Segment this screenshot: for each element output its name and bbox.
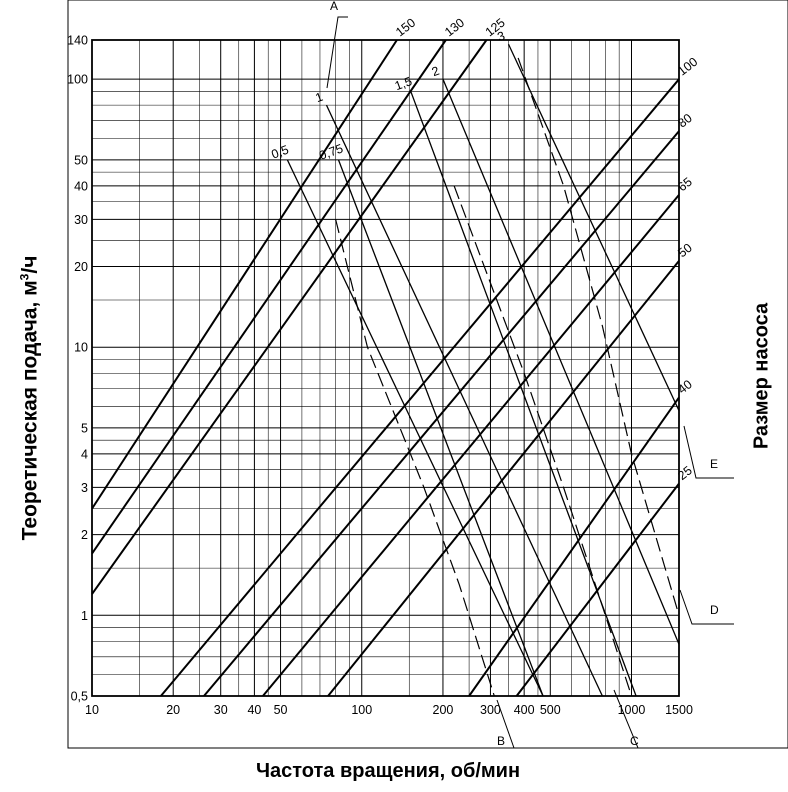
marker-label-c: C <box>630 734 639 748</box>
right-axis-title: Размер насоса <box>750 302 773 450</box>
y-tick-label: 10 <box>74 341 88 355</box>
pump-size-line <box>203 130 680 697</box>
viscosity-label: 1,5 <box>393 74 414 93</box>
pump-size-label: 25 <box>675 463 695 483</box>
y-tick-label: 40 <box>74 179 88 193</box>
pump-size-label: 130 <box>442 15 467 39</box>
y-tick-label: 0,5 <box>71 690 88 704</box>
y-axis-title: Теоретическая подача, м3/ч <box>17 255 42 541</box>
viscosity-line <box>410 91 637 697</box>
pump-size-line <box>91 39 488 595</box>
viscosity-line <box>325 104 603 697</box>
figure-frame <box>67 0 788 749</box>
viscosity-line <box>507 43 680 411</box>
viscosity-line <box>442 78 680 645</box>
x-tick-label: 200 <box>433 703 454 717</box>
viscosity-label: 1 <box>313 90 324 106</box>
x-tick-label: 100 <box>351 703 372 717</box>
x-tick-label: 40 <box>247 703 261 717</box>
pump-size-label: 80 <box>675 111 695 131</box>
x-tick-label: 20 <box>166 703 180 717</box>
y-tick-label: 5 <box>81 421 88 435</box>
grid <box>92 40 679 696</box>
x-tick-label: 10 <box>85 703 99 717</box>
pump-size-line <box>91 39 447 555</box>
pump-size-line <box>91 39 398 510</box>
pump-size-line <box>262 194 680 697</box>
viscosity-line <box>337 159 544 697</box>
marker-b-leader <box>496 699 521 749</box>
y-tick-label: 50 <box>74 153 88 167</box>
x-tick-label: 300 <box>480 703 501 717</box>
y-tick-label: 100 <box>67 73 88 87</box>
marker-a-leader <box>326 16 348 89</box>
marker-label-b: B <box>497 734 505 748</box>
marker-label-d: D <box>710 603 719 617</box>
dashed-path <box>517 57 680 616</box>
viscosity-line <box>286 159 544 697</box>
x-tick-label: 400 <box>514 703 535 717</box>
y-tick-label: 3 <box>81 481 88 495</box>
pump-size-line <box>515 482 680 697</box>
pump-size-label: 50 <box>675 241 695 261</box>
x-tick-label: 1000 <box>618 703 646 717</box>
viscosity-label: 0,5 <box>269 143 290 162</box>
marker-d-leader <box>679 589 734 625</box>
pump-size-label: 150 <box>393 15 418 39</box>
dashed-path <box>453 185 633 697</box>
y-tick-label: 2 <box>81 528 88 542</box>
pump-size-line <box>327 260 680 697</box>
marker-label-e: E <box>710 457 718 471</box>
x-tick-label: 30 <box>214 703 228 717</box>
dashed-path <box>335 219 495 697</box>
x-tick-label: 50 <box>274 703 288 717</box>
pump-size-line <box>160 78 680 697</box>
viscosity-label: 2 <box>430 64 441 80</box>
x-tick-label: 1500 <box>665 703 693 717</box>
plot-frame <box>91 39 680 697</box>
x-axis-title: Частота вращения, об/мин <box>255 760 521 782</box>
y-tick-label: 140 <box>67 34 88 48</box>
x-tick-label: 500 <box>540 703 561 717</box>
pump-size-line <box>468 396 680 697</box>
viscosity-label: 3 <box>495 29 506 45</box>
marker-c-leader <box>613 689 646 749</box>
marker-e-leader <box>683 425 734 479</box>
data-lines <box>91 16 734 749</box>
pump-size-label: 65 <box>675 175 695 195</box>
y-tick-label: 30 <box>74 213 88 227</box>
marker-label-a: A <box>330 0 338 13</box>
y-tick-label: 4 <box>81 447 88 461</box>
y-tick-label: 1 <box>81 609 88 623</box>
pump-size-label: 40 <box>675 377 695 397</box>
chart-labels: 10 20 30 40 50 100 200 300 400 500 1000 1500 0,5 1 2 3 4… <box>67 0 719 748</box>
y-tick-label: 20 <box>74 260 88 274</box>
